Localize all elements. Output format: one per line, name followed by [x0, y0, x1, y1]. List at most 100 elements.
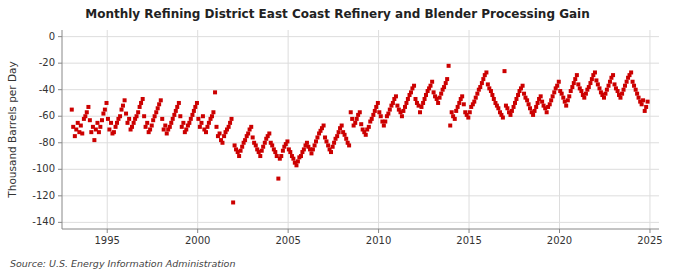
point: [231, 200, 235, 204]
tick-label-x: 1995: [95, 235, 120, 246]
point: [326, 143, 330, 147]
tick-label-y: -20: [39, 57, 55, 68]
point: [533, 109, 537, 113]
point: [70, 108, 74, 112]
point: [576, 82, 580, 86]
point: [549, 98, 553, 102]
point: [218, 131, 222, 135]
point: [421, 101, 425, 105]
point: [448, 124, 452, 128]
point: [174, 109, 178, 113]
point: [358, 110, 362, 114]
point: [190, 113, 194, 117]
point: [189, 117, 193, 121]
point: [602, 96, 606, 100]
point: [643, 109, 647, 113]
point: [142, 114, 146, 118]
point: [251, 135, 255, 139]
axis-line-y: [62, 30, 63, 229]
point: [95, 121, 99, 125]
point: [616, 89, 620, 93]
point: [394, 94, 398, 98]
point: [344, 137, 348, 141]
point: [423, 97, 427, 101]
point: [154, 110, 158, 114]
point: [199, 121, 203, 125]
point: [436, 101, 440, 105]
point: [644, 105, 648, 109]
point: [157, 102, 161, 106]
point: [165, 131, 169, 135]
tick-label-y: 0: [49, 31, 55, 42]
point: [196, 117, 200, 121]
point: [314, 139, 318, 143]
point: [573, 77, 577, 81]
point: [132, 121, 136, 125]
tick-y: [58, 116, 62, 117]
point: [432, 90, 436, 94]
point: [534, 105, 538, 109]
point: [454, 109, 458, 113]
point: [172, 113, 176, 117]
point: [83, 114, 87, 118]
point: [641, 98, 645, 102]
point: [160, 117, 164, 121]
tick-y: [58, 89, 62, 90]
tick-x: [378, 229, 379, 233]
point: [514, 97, 518, 101]
point: [364, 133, 368, 137]
point: [335, 134, 339, 138]
point: [386, 112, 390, 116]
point: [211, 110, 215, 114]
point: [192, 109, 196, 113]
grid-line-x: [559, 30, 560, 229]
point: [322, 124, 326, 128]
point: [263, 141, 267, 145]
grid-line-x: [378, 30, 379, 229]
point: [370, 117, 374, 121]
point: [424, 93, 428, 97]
point: [623, 84, 627, 88]
point: [220, 141, 224, 145]
point: [379, 114, 383, 118]
point: [258, 154, 262, 158]
point: [79, 124, 83, 128]
title: Monthly Refining District East Coast Ref…: [85, 7, 590, 21]
point: [107, 128, 111, 132]
point: [596, 82, 600, 86]
point: [429, 84, 433, 88]
point: [114, 125, 118, 129]
grid-line-y: [62, 142, 659, 143]
point: [302, 147, 306, 151]
point: [97, 130, 101, 134]
point: [496, 106, 500, 110]
point: [527, 102, 531, 106]
point: [109, 121, 113, 125]
point: [489, 89, 493, 93]
point: [646, 100, 650, 104]
point: [512, 105, 516, 109]
point: [371, 113, 375, 117]
point: [374, 105, 378, 109]
tick-label-y: -100: [32, 163, 55, 174]
point: [418, 110, 422, 114]
point: [593, 70, 597, 74]
point: [207, 121, 211, 125]
point: [294, 163, 298, 167]
point: [594, 78, 598, 82]
point: [552, 90, 556, 94]
point: [148, 128, 152, 132]
point: [403, 105, 407, 109]
point: [486, 82, 490, 86]
tick-y: [58, 169, 62, 170]
grid-line-y: [62, 36, 659, 37]
tick-label-x: 2020: [547, 235, 572, 246]
point: [121, 104, 125, 108]
point: [254, 143, 258, 147]
point: [472, 100, 476, 104]
point: [612, 82, 616, 86]
point: [135, 114, 139, 118]
point: [127, 117, 131, 121]
point: [276, 177, 280, 181]
point: [377, 110, 381, 114]
